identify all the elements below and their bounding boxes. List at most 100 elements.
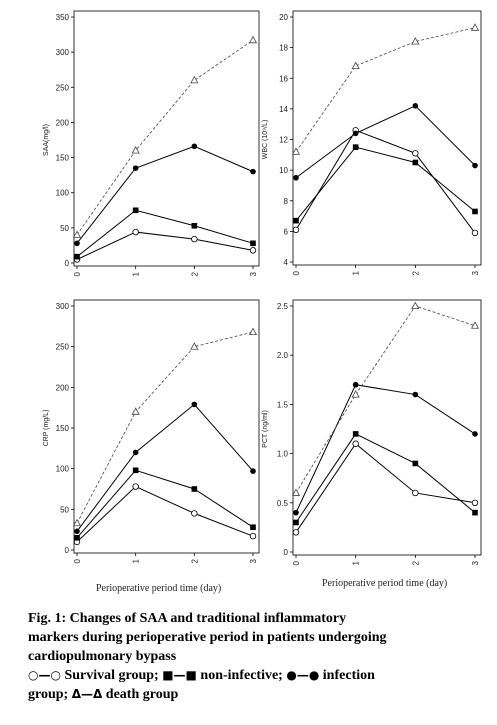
data-point-open-circle [292,226,300,234]
data-point-filled-circle [74,240,80,247]
data-point-open-triangle [248,35,258,44]
data-point-filled-square [74,535,80,541]
caption-line-3: cardiopulmonary bypass [28,649,177,664]
data-point-filled-circle [74,528,80,535]
data-point-filled-square [472,509,478,516]
data-point-filled-square [74,253,80,260]
figure-caption: Fig. 1: Changes of SAA and traditional i… [28,609,490,704]
series-line-open-triangle [295,27,476,152]
caption-legend-line-2: group; Δ—Δ death group [28,685,490,704]
data-point-filled-circle [472,431,478,437]
data-point-open-circle [132,228,139,236]
data-point-open-triangle [248,327,258,336]
legend-infection-key: ●—● [286,668,320,682]
data-point-open-triangle [190,75,199,84]
y-tick-label: 8 [284,197,289,206]
data-point-filled-square [352,431,359,437]
legend-death-key: Δ—Δ [71,687,103,701]
data-point-open-circle [471,229,479,237]
x-tick-label: 3 [471,270,480,275]
x-tick-label: 1 [352,560,361,565]
chart-panel-saa: 0 50 100 150 200 250 300 350 0 1 2 3 SAA(mg/l) [43,10,260,276]
data-point-filled-circle [293,509,299,516]
y-tick-label: 0.5 [277,499,289,508]
data-point-filled-square [412,159,419,166]
x-tick-label: 2 [411,560,420,565]
data-point-filled-circle [191,401,198,408]
x-tick-label: 1 [352,270,361,275]
y-tick-label: 50 [60,224,69,233]
data-point-open-triangle [72,518,82,527]
data-point-filled-circle [132,165,139,171]
legend-death-label: death group [102,687,179,702]
data-point-open-circle [412,489,419,497]
data-point-open-triangle [131,146,140,154]
y-tick-label: 4 [284,258,289,267]
x-tick-label: 3 [471,560,480,565]
y-tick-label: 1.5 [277,400,289,409]
y-tick-label: 6 [284,227,289,236]
series-line-filled-square [76,209,254,258]
data-point-open-circle [132,483,139,490]
data-point-open-triangle [351,61,360,69]
y-tick-label: 250 [56,83,70,92]
data-point-open-circle [471,499,479,506]
y-tick-label: 200 [56,383,70,392]
legend-noninfective-label: non-infective; [196,668,287,683]
data-point-open-triangle [190,342,199,350]
x-tick-label: 0 [292,560,301,565]
data-point-filled-square [472,208,478,215]
data-point-filled-circle [293,174,299,181]
series-line-open-circle [76,485,254,543]
data-point-filled-square [352,144,359,150]
x-tick-label: 0 [292,270,301,275]
data-point-open-triangle [411,301,420,310]
y-tick-label: 20 [279,13,288,22]
y-tick-label: 16 [279,74,288,83]
y-tick-label: 0 [65,259,70,268]
y-tick-label: 150 [56,154,70,163]
series-line-filled-circle [76,145,254,244]
plot-frame [292,299,482,556]
data-point-open-circle [249,532,257,540]
x-tick-label: 3 [249,558,258,563]
data-point-open-triangle [470,321,480,329]
legend-survival-label: Survival group; [60,668,163,683]
chart-panel-pct: 0 0.5 1.0 1.5 2.0 2.5 0 1 2 3 PCT (ng/ml) [262,299,482,565]
legend-infection-label: infection [319,668,375,683]
y-axis-label: PCT (ng/ml) [262,410,269,448]
y-tick-label: 50 [60,505,69,514]
data-point-filled-circle [412,391,419,398]
y-tick-label: 350 [56,13,70,22]
series-line-open-triangle [76,331,254,524]
caption-legend-line-1: ○—○ Survival group; ■—■ non-infective; ●… [28,666,490,685]
y-tick-label: 2.5 [277,302,289,311]
data-point-filled-circle [250,168,256,175]
data-point-open-triangle [72,230,82,238]
series-line-filled-circle [295,384,476,513]
x-tick-label: 0 [73,271,82,276]
series-line-filled-square [295,433,476,523]
data-point-open-circle [191,235,198,243]
caption-line-2: markers during perioperative period in p… [28,630,387,645]
series-line-filled-square [76,469,254,539]
y-axis-label: SAA(mg/l) [43,124,50,156]
series-line-filled-circle [295,105,476,179]
series-line-open-circle [295,443,476,533]
plot-frame [292,10,482,266]
y-tick-label: 12 [279,136,288,145]
plot-frame [73,10,260,267]
data-point-open-triangle [291,488,301,496]
y-tick-label: 150 [56,424,70,433]
data-point-open-triangle [351,390,360,398]
series-line-open-triangle [76,39,254,236]
x-axis-label-right: Perioperative period time (day) [322,578,448,589]
data-point-filled-square [412,460,419,467]
data-point-filled-circle [412,103,419,109]
y-axis-label: WBC (10⁹/L) [262,120,269,160]
y-tick-label: 200 [56,118,70,127]
data-point-filled-circle [352,130,359,137]
plot-frame [73,299,260,554]
series-line-filled-square [295,146,476,221]
